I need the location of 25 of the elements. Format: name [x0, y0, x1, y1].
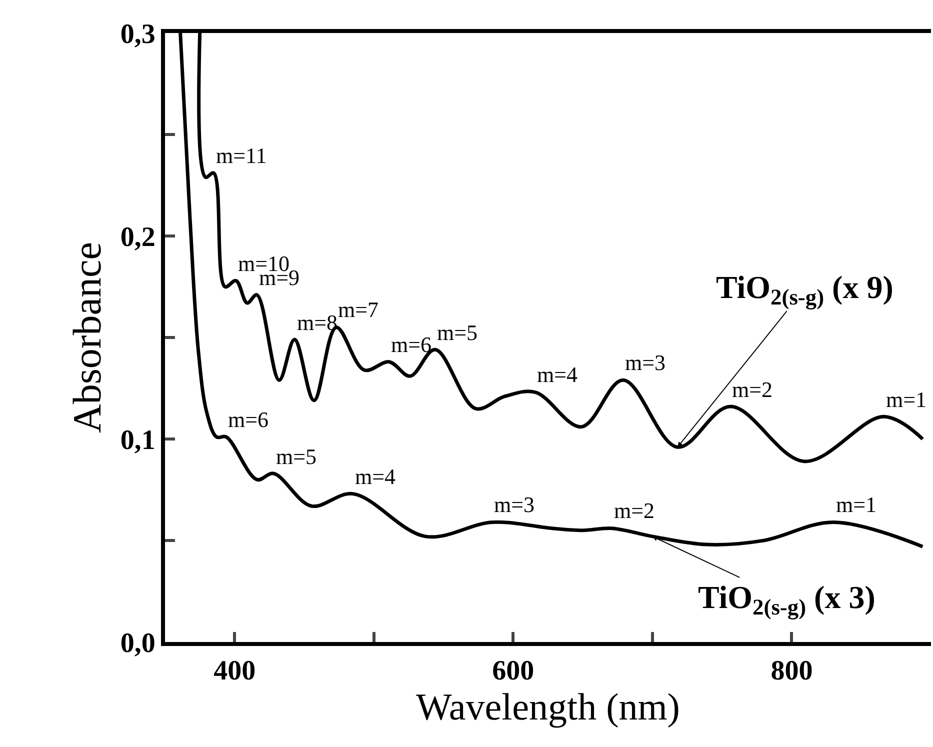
- y-axis-title: Absorbance: [64, 242, 110, 434]
- annotation: m=3: [625, 350, 666, 375]
- x-tick-label: 800: [770, 656, 813, 687]
- annotation: m=1: [886, 387, 927, 412]
- annotation: m=2: [732, 377, 773, 402]
- x-tick-label: 600: [492, 656, 534, 687]
- annotation: m=11: [216, 143, 267, 168]
- y-tick-label: 0,1: [120, 424, 156, 456]
- annotation: m=4: [537, 362, 578, 387]
- annotation: m=4: [355, 464, 396, 489]
- y-tick-label: 0,0: [120, 628, 156, 659]
- x-axis-title: Wavelength (nm): [416, 686, 680, 729]
- annotation: TiO$_{2(s-g)}$ (x 3): [698, 579, 876, 620]
- annotation: m=3: [494, 492, 535, 517]
- annotation: m=2: [614, 498, 655, 523]
- y-tick-label: 0,3: [120, 18, 156, 50]
- annotation: m=5: [276, 444, 317, 469]
- annotation: m=1: [836, 492, 877, 517]
- annotation: m=6: [228, 407, 269, 432]
- x-tick-label: 400: [214, 656, 256, 687]
- annotation: TiO$_{2(s-g)}$ (x 9): [716, 269, 894, 310]
- y-tick-label: 0,2: [120, 222, 156, 253]
- annotation: m=6: [391, 332, 432, 357]
- annotation: m=7: [338, 297, 379, 322]
- annotation: m=5: [437, 320, 478, 345]
